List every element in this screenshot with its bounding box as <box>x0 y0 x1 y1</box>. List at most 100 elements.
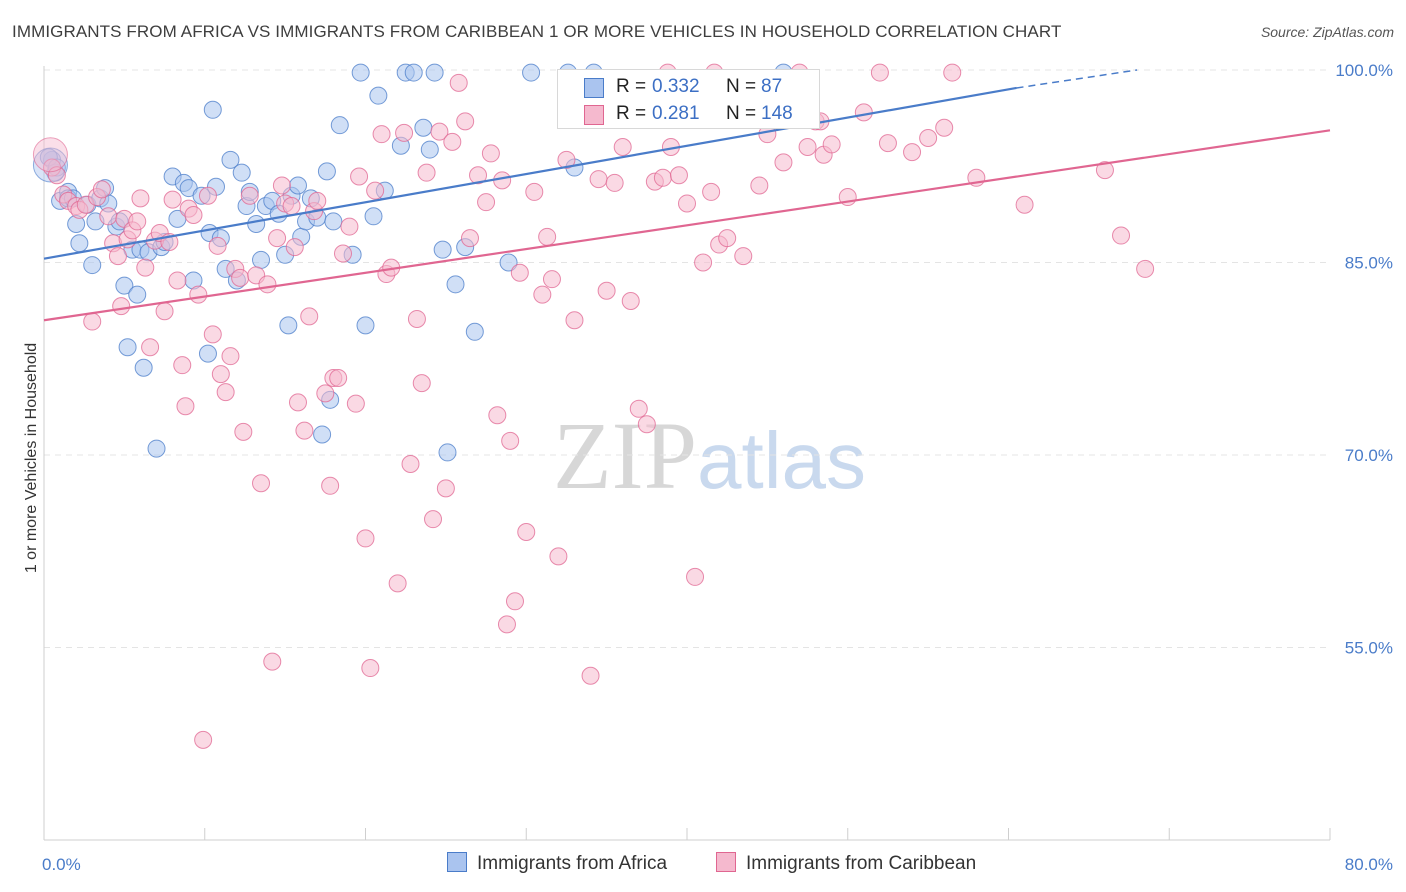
caribbean-point <box>300 307 319 326</box>
caribbean-point <box>258 275 277 294</box>
caribbean-point <box>216 383 235 402</box>
caribbean-point <box>510 263 529 282</box>
africa-point <box>288 176 307 195</box>
caribbean-point <box>92 180 111 199</box>
caribbean-point <box>184 206 203 225</box>
caribbean-point <box>469 166 488 185</box>
caribbean-point <box>412 374 431 393</box>
caribbean-point <box>333 244 352 263</box>
caribbean-point <box>194 730 213 749</box>
africa-point <box>118 338 137 357</box>
legend-swatch-africa <box>584 78 604 98</box>
y-tick-label: 55.0% <box>1345 639 1393 658</box>
africa-point <box>364 207 383 226</box>
caribbean-point <box>128 212 147 231</box>
caribbean-point <box>47 166 66 185</box>
caribbean-point <box>163 190 182 209</box>
legend-n-label: N = <box>726 103 757 124</box>
caribbean-point <box>669 166 688 185</box>
africa-point <box>128 285 147 304</box>
caribbean-point <box>443 132 462 151</box>
legend-r-label: R = <box>616 76 647 97</box>
africa-point <box>438 443 457 462</box>
caribbean-point <box>372 125 391 144</box>
caribbean-point <box>189 285 208 304</box>
axes <box>43 66 1331 841</box>
caribbean-point <box>308 191 327 210</box>
africa-point <box>279 316 298 335</box>
y-tick-label: 70.0% <box>1345 446 1393 465</box>
africa-point <box>324 212 343 231</box>
legend-r-value: 0.332 <box>652 76 700 97</box>
caribbean-point <box>525 182 544 201</box>
caribbean-point <box>549 547 568 566</box>
caribbean-point <box>456 112 475 131</box>
caribbean-point <box>321 476 340 495</box>
caribbean-point <box>361 659 380 678</box>
caribbean-point <box>231 268 250 287</box>
africa-point <box>115 276 134 295</box>
caribbean-point <box>870 63 889 82</box>
caribbean-point <box>919 129 938 148</box>
caribbean-point <box>282 197 301 216</box>
x-tick-label: 80.0% <box>1345 855 1393 874</box>
africa-point <box>414 118 433 137</box>
caribbean-point <box>141 338 160 357</box>
caribbean-point <box>497 615 516 634</box>
legend-swatch-caribbean <box>584 105 604 125</box>
caribbean-point <box>211 365 230 384</box>
caribbean-point <box>581 666 600 685</box>
x-tick-label: 0.0% <box>42 855 81 874</box>
africa-point <box>330 116 349 135</box>
caribbean-point <box>694 253 713 272</box>
caribbean-point <box>436 479 455 498</box>
caribbean-point <box>356 529 375 548</box>
caribbean-point <box>538 227 557 246</box>
caribbean-point <box>346 394 365 413</box>
chart-title: IMMIGRANTS FROM AFRICA VS IMMIGRANTS FRO… <box>12 22 1062 41</box>
caribbean-point <box>629 399 648 418</box>
legend-r-value: 0.281 <box>652 103 700 124</box>
caribbean-point <box>637 415 656 434</box>
africa-point <box>70 234 89 253</box>
caribbean-point <box>83 312 102 331</box>
africa-point <box>425 63 444 82</box>
africa-point <box>356 316 375 335</box>
caribbean-point <box>854 103 873 122</box>
africa-point <box>446 275 465 294</box>
caribbean-point <box>424 510 443 529</box>
caribbean-point <box>168 271 187 290</box>
caribbean-point <box>774 153 793 172</box>
africa-point <box>313 425 332 444</box>
bottom-legend-label-caribbean: Immigrants from Caribbean <box>746 853 977 874</box>
caribbean-point <box>481 144 500 163</box>
africa-point <box>317 162 336 181</box>
caribbean-point <box>505 592 524 611</box>
caribbean-point <box>460 229 479 248</box>
africa-point <box>134 358 153 377</box>
caribbean-point <box>613 138 632 156</box>
caribbean-point <box>108 247 127 266</box>
caribbean-point <box>388 574 407 593</box>
source-label: Source: ZipAtlas.com <box>1260 24 1394 40</box>
africa-point <box>147 439 166 458</box>
caribbean-point <box>208 236 227 255</box>
caribbean-point <box>798 138 817 156</box>
caribbean-point <box>136 258 155 277</box>
bottom-legend-swatch-africa <box>447 852 467 872</box>
caribbean-point <box>686 567 705 586</box>
africa-point <box>203 100 222 119</box>
y-tick-label: 100.0% <box>1335 61 1393 80</box>
caribbean-point <box>943 63 962 82</box>
caribbean-point <box>605 173 624 192</box>
legend-n-value: 87 <box>761 76 783 97</box>
africa-point <box>465 322 484 341</box>
africa-point <box>499 253 518 272</box>
caribbean-point <box>1015 195 1034 214</box>
caribbean-point <box>285 238 304 257</box>
caribbean-point <box>395 123 414 142</box>
bottom-legend-africa: Immigrants from Africa <box>447 852 667 875</box>
caribbean-point <box>417 163 436 182</box>
caribbean-point <box>533 285 552 304</box>
caribbean-point <box>252 474 271 493</box>
